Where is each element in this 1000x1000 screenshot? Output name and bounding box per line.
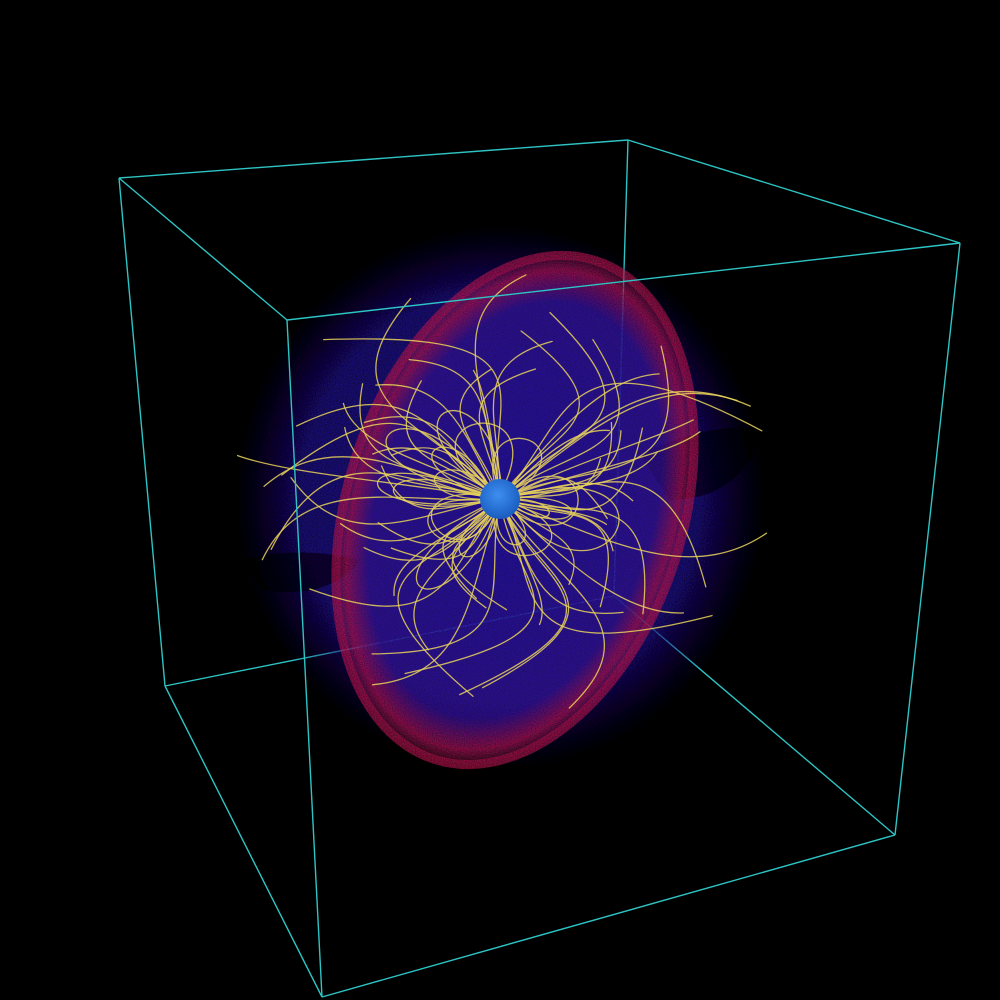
field-loop [499,487,620,552]
field-loop [376,472,501,505]
box-edge [118,177,166,687]
field-line [375,384,501,500]
field-loop [499,475,579,526]
field-line [481,498,570,689]
field-line [359,383,501,500]
field-line [404,498,536,675]
field-line [236,454,501,500]
box-edge [894,242,961,836]
field-line [499,498,768,558]
box-edge [118,139,629,179]
field-line [371,498,501,655]
field-line [339,498,501,542]
field-loop [392,478,501,507]
field-loop [436,409,503,500]
field-line [375,297,501,500]
field-loop [427,498,501,543]
field-loop [415,495,506,590]
central-star[interactable] [480,479,520,519]
field-loop [454,422,514,500]
field-line [499,373,660,500]
bounding-box-front-edges [118,177,961,998]
field-line [290,476,501,525]
field-line [499,345,670,500]
field-line [413,498,501,651]
field-loop [458,498,501,558]
field-loop [385,428,501,502]
field-loop [492,437,543,501]
field-loop [499,493,550,519]
box-edge [627,139,961,244]
field-line [499,382,763,500]
field-loop [499,496,572,520]
field-loop [434,469,504,500]
field-loop [431,446,501,502]
field-line [499,498,605,709]
field-loop [430,493,501,541]
field-loop [496,498,527,546]
inner-shell-rim [331,250,699,770]
field-line [499,431,701,500]
box-edge [286,242,961,321]
field-line [371,498,501,686]
box-edge [321,834,896,998]
box-edge [286,319,323,998]
field-line [459,368,501,500]
field-line [499,311,606,500]
field-line [459,498,568,696]
field-line [499,481,707,588]
field-line [499,498,609,608]
field-loop [493,498,553,557]
field-line [408,358,501,500]
field-line [309,498,501,607]
field-line [499,392,738,500]
field-line [499,339,620,500]
box-edge [118,177,288,321]
field-line [342,402,501,500]
field-line [499,419,694,500]
box-edge [164,685,323,998]
